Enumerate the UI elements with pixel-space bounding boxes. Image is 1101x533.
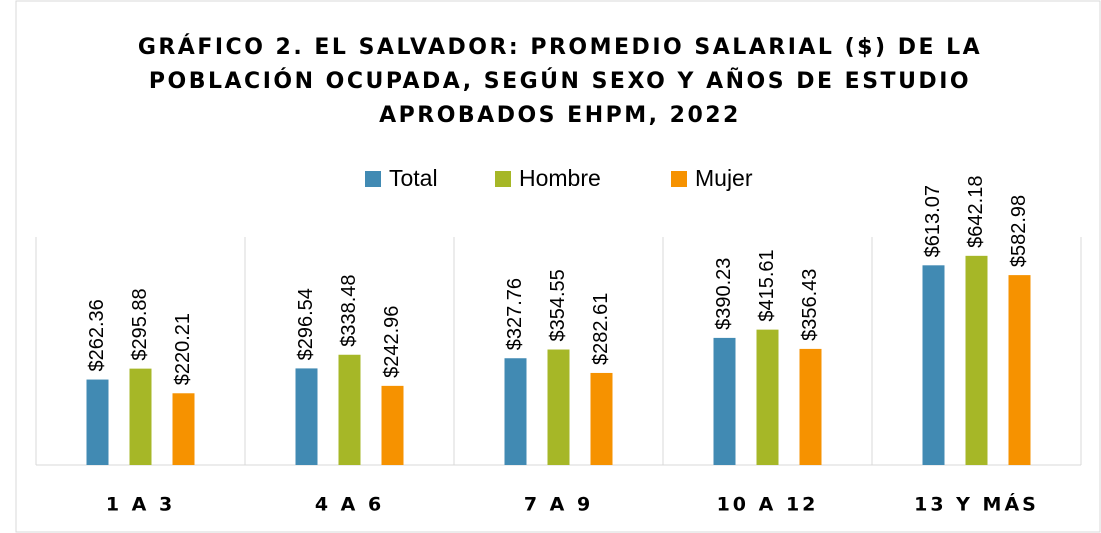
legend-label: Mujer — [695, 165, 753, 191]
data-label: $242.96 — [381, 306, 403, 378]
data-label: $327.76 — [504, 278, 526, 350]
x-tick-label: 4 A 6 — [315, 494, 384, 516]
x-tick-label: 7 A 9 — [524, 494, 593, 516]
chart-frame — [15, 0, 1101, 533]
bar — [756, 329, 779, 465]
data-label: $354.55 — [547, 269, 569, 341]
legend-swatch — [495, 171, 511, 187]
data-label: $262.36 — [86, 299, 108, 371]
data-label: $220.21 — [172, 313, 194, 385]
data-label: $296.54 — [295, 288, 317, 360]
bar — [338, 354, 361, 465]
x-tick-label: 13 Y MÁS — [914, 493, 1039, 516]
data-label: $338.48 — [338, 274, 360, 346]
chart-title: POBLACIÓN OCUPADA, SEGÚN SEXO Y AÑOS DE … — [149, 68, 971, 94]
data-label: $356.43 — [799, 269, 821, 341]
bar — [713, 337, 736, 465]
data-label: $582.98 — [1008, 195, 1030, 267]
bar — [504, 358, 527, 465]
bar — [172, 393, 195, 465]
bar — [799, 348, 822, 465]
bar — [86, 379, 109, 465]
chart-title: GRÁFICO 2. EL SALVADOR: PROMEDIO SALARIA… — [138, 34, 982, 60]
legend-label: Hombre — [519, 165, 601, 191]
bar — [1008, 275, 1031, 465]
legend-swatch — [365, 171, 381, 187]
bar — [922, 265, 945, 465]
data-label: $295.88 — [129, 288, 151, 360]
bar — [129, 368, 152, 465]
bar — [547, 349, 570, 465]
data-label: $613.07 — [922, 185, 944, 257]
data-label: $415.61 — [756, 249, 778, 321]
bar — [381, 385, 404, 465]
bar — [295, 368, 318, 465]
bar — [590, 372, 613, 465]
data-label: $282.61 — [590, 293, 612, 365]
legend-label: Total — [389, 165, 438, 191]
x-tick-label: 10 A 12 — [717, 494, 819, 516]
chart-title: APROBADOS EHPM, 2022 — [379, 103, 741, 128]
bar — [965, 255, 988, 465]
x-tick-label: 1 A 3 — [106, 494, 175, 516]
legend-swatch — [671, 171, 687, 187]
data-label: $390.23 — [713, 258, 735, 330]
data-label: $642.18 — [965, 176, 987, 248]
